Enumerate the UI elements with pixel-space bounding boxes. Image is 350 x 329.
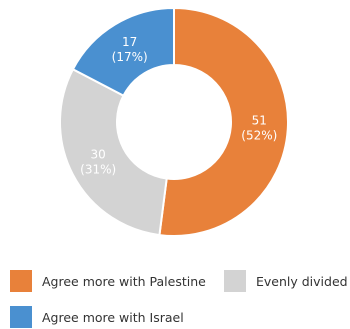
legend-label-evenly-divided: Evenly divided	[256, 273, 348, 289]
legend-swatch-evenly-divided	[224, 270, 246, 292]
legend-swatch-palestine	[10, 270, 32, 292]
chart-legend: Agree more with Palestine Evenly divided…	[0, 250, 350, 329]
donut-chart: 51(52%) 30(31%) 17(17%)	[59, 6, 289, 237]
legend-label-palestine: Agree more with Palestine	[42, 273, 206, 289]
legend-swatch-israel	[10, 306, 32, 328]
slice-percent-label-2: (17%)	[112, 50, 148, 64]
legend-label-israel: Agree more with Israel	[42, 309, 184, 325]
legend-item-evenly-divided: Evenly divided	[224, 270, 348, 292]
legend-item-israel: Agree more with Israel	[10, 306, 184, 328]
slice-percent-label-0: (52%)	[241, 128, 277, 142]
donut-slice-1	[59, 67, 168, 237]
slice-value-label-2: 17	[122, 35, 137, 49]
donut-slice-2	[71, 6, 175, 97]
donut-slice-0	[158, 6, 289, 237]
legend-item-palestine: Agree more with Palestine	[10, 270, 206, 292]
slice-percent-label-1: (31%)	[80, 163, 116, 177]
slice-value-label-1: 30	[91, 148, 106, 162]
slice-value-label-0: 51	[252, 113, 267, 127]
